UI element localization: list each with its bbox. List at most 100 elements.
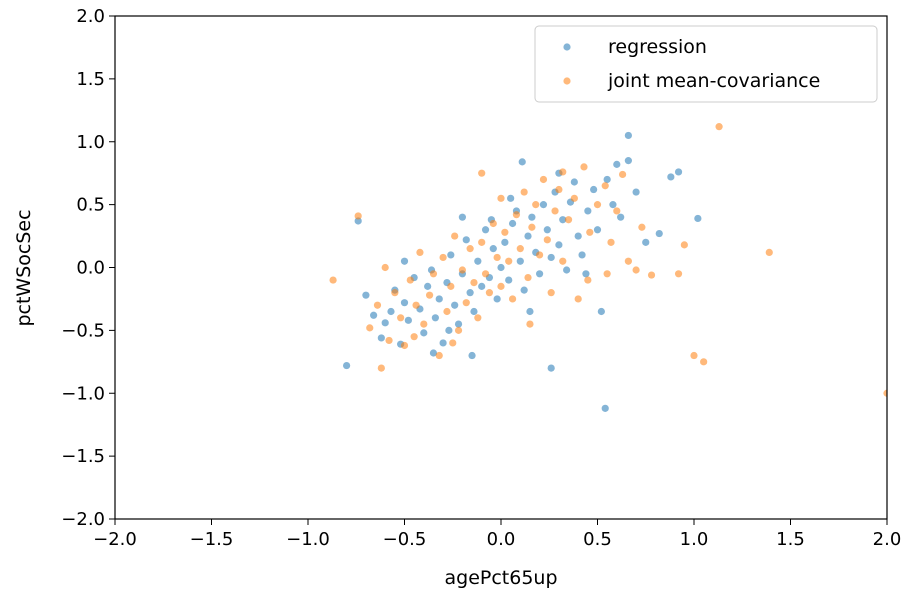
- point-joint-mean-covariance: [366, 324, 374, 332]
- point-regression: [559, 216, 567, 224]
- point-joint-mean-covariance: [674, 270, 683, 278]
- point-regression: [489, 245, 497, 253]
- ticks-layer: −2.0 −1.5 −1.0 −0.5 0.0 0.5 1.0 1.5 2.0 −2.0 −1.5 −…: [61, 6, 901, 550]
- point-joint-mean-covariance: [474, 314, 482, 322]
- y-tick-label: −2.0: [61, 509, 105, 530]
- point-regression: [526, 307, 534, 316]
- point-regression: [539, 201, 548, 209]
- y-tick-label: 1.5: [76, 69, 105, 90]
- point-regression: [478, 282, 486, 290]
- point-joint-mean-covariance: [400, 341, 409, 350]
- x-tick-label: 0.5: [583, 529, 612, 550]
- point-regression: [694, 214, 702, 223]
- point-joint-mean-covariance: [497, 194, 505, 202]
- point-joint-mean-covariance: [520, 188, 528, 196]
- point-regression: [474, 257, 482, 265]
- point-joint-mean-covariance: [429, 270, 438, 278]
- point-regression: [563, 266, 571, 274]
- point-regression: [354, 217, 362, 225]
- point-joint-mean-covariance: [451, 232, 459, 240]
- point-joint-mean-covariance: [412, 301, 420, 309]
- point-joint-mean-covariance: [447, 282, 455, 290]
- point-regression: [597, 307, 605, 316]
- point-regression: [632, 188, 640, 196]
- point-regression: [468, 351, 476, 360]
- point-joint-mean-covariance: [680, 241, 688, 249]
- point-joint-mean-covariance: [632, 266, 640, 274]
- point-regression: [466, 289, 474, 297]
- point-joint-mean-covariance: [449, 339, 457, 347]
- y-tick-label: 0.5: [76, 195, 105, 216]
- point-joint-mean-covariance: [435, 351, 443, 360]
- point-regression: [590, 185, 598, 194]
- point-regression: [543, 226, 551, 234]
- point-regression: [343, 361, 351, 370]
- point-regression: [470, 307, 478, 316]
- point-joint-mean-covariance: [539, 175, 548, 184]
- point-regression: [582, 270, 590, 278]
- point-regression: [613, 160, 621, 168]
- point-joint-mean-covariance: [638, 223, 646, 231]
- point-joint-mean-covariance: [765, 248, 773, 257]
- point-joint-mean-covariance: [647, 271, 656, 279]
- point-regression: [435, 295, 443, 303]
- point-regression: [516, 257, 524, 265]
- point-regression: [362, 291, 370, 299]
- x-tick-label: −0.5: [383, 529, 427, 550]
- point-joint-mean-covariance: [586, 228, 594, 236]
- point-joint-mean-covariance: [493, 253, 501, 262]
- y-tick-label: −1.0: [61, 383, 105, 404]
- point-regression: [458, 213, 466, 221]
- point-joint-mean-covariance: [501, 228, 509, 236]
- point-joint-mean-covariance: [373, 301, 382, 309]
- point-joint-mean-covariance: [485, 289, 494, 297]
- y-axis-label: pctWSocSec: [13, 209, 35, 326]
- point-joint-mean-covariance: [584, 276, 592, 284]
- point-regression: [603, 175, 611, 184]
- point-regression: [501, 238, 509, 246]
- point-regression: [574, 232, 582, 240]
- point-joint-mean-covariance: [425, 291, 434, 299]
- point-regression: [381, 319, 389, 327]
- y-tick-label: 1.0: [76, 132, 105, 153]
- y-tick-label: −1.5: [61, 446, 105, 467]
- point-joint-mean-covariance: [478, 169, 486, 177]
- point-regression: [462, 236, 470, 244]
- point-regression: [520, 286, 528, 294]
- x-tick-label: 0.0: [487, 529, 516, 550]
- point-regression: [451, 301, 459, 309]
- point-regression: [593, 226, 602, 234]
- point-joint-mean-covariance: [607, 238, 615, 246]
- point-joint-mean-covariance: [559, 257, 567, 265]
- x-axis-label: agePct65up: [444, 567, 557, 589]
- legend-label-joint-mean-covariance: joint mean-covariance: [607, 70, 820, 92]
- point-joint-mean-covariance: [574, 295, 582, 303]
- point-regression: [429, 349, 438, 357]
- point-joint-mean-covariance: [613, 207, 621, 215]
- point-joint-mean-covariance: [410, 333, 418, 341]
- point-joint-mean-covariance: [505, 257, 513, 265]
- point-regression: [377, 334, 385, 342]
- y-tick-label: 2.0: [76, 6, 105, 27]
- point-joint-mean-covariance: [559, 168, 567, 176]
- x-tick-label: 1.5: [776, 529, 805, 550]
- point-regression: [674, 168, 683, 176]
- point-joint-mean-covariance: [329, 276, 337, 284]
- point-regression: [507, 194, 515, 202]
- point-joint-mean-covariance: [466, 245, 474, 253]
- point-joint-mean-covariance: [624, 257, 632, 265]
- point-joint-mean-covariance: [618, 170, 627, 179]
- point-regression: [493, 295, 501, 303]
- point-joint-mean-covariance: [416, 248, 424, 257]
- point-regression: [578, 251, 586, 259]
- point-joint-mean-covariance: [536, 251, 544, 259]
- point-joint-mean-covariance: [497, 282, 505, 290]
- point-joint-mean-covariance: [481, 270, 490, 278]
- point-joint-mean-covariance: [462, 299, 470, 307]
- legend-marker-joint-mean-covariance: [563, 77, 571, 85]
- point-joint-mean-covariance: [570, 194, 578, 202]
- point-joint-mean-covariance: [354, 212, 362, 220]
- point-regression: [400, 257, 409, 265]
- point-joint-mean-covariance: [443, 307, 451, 316]
- points-layer: [329, 123, 887, 412]
